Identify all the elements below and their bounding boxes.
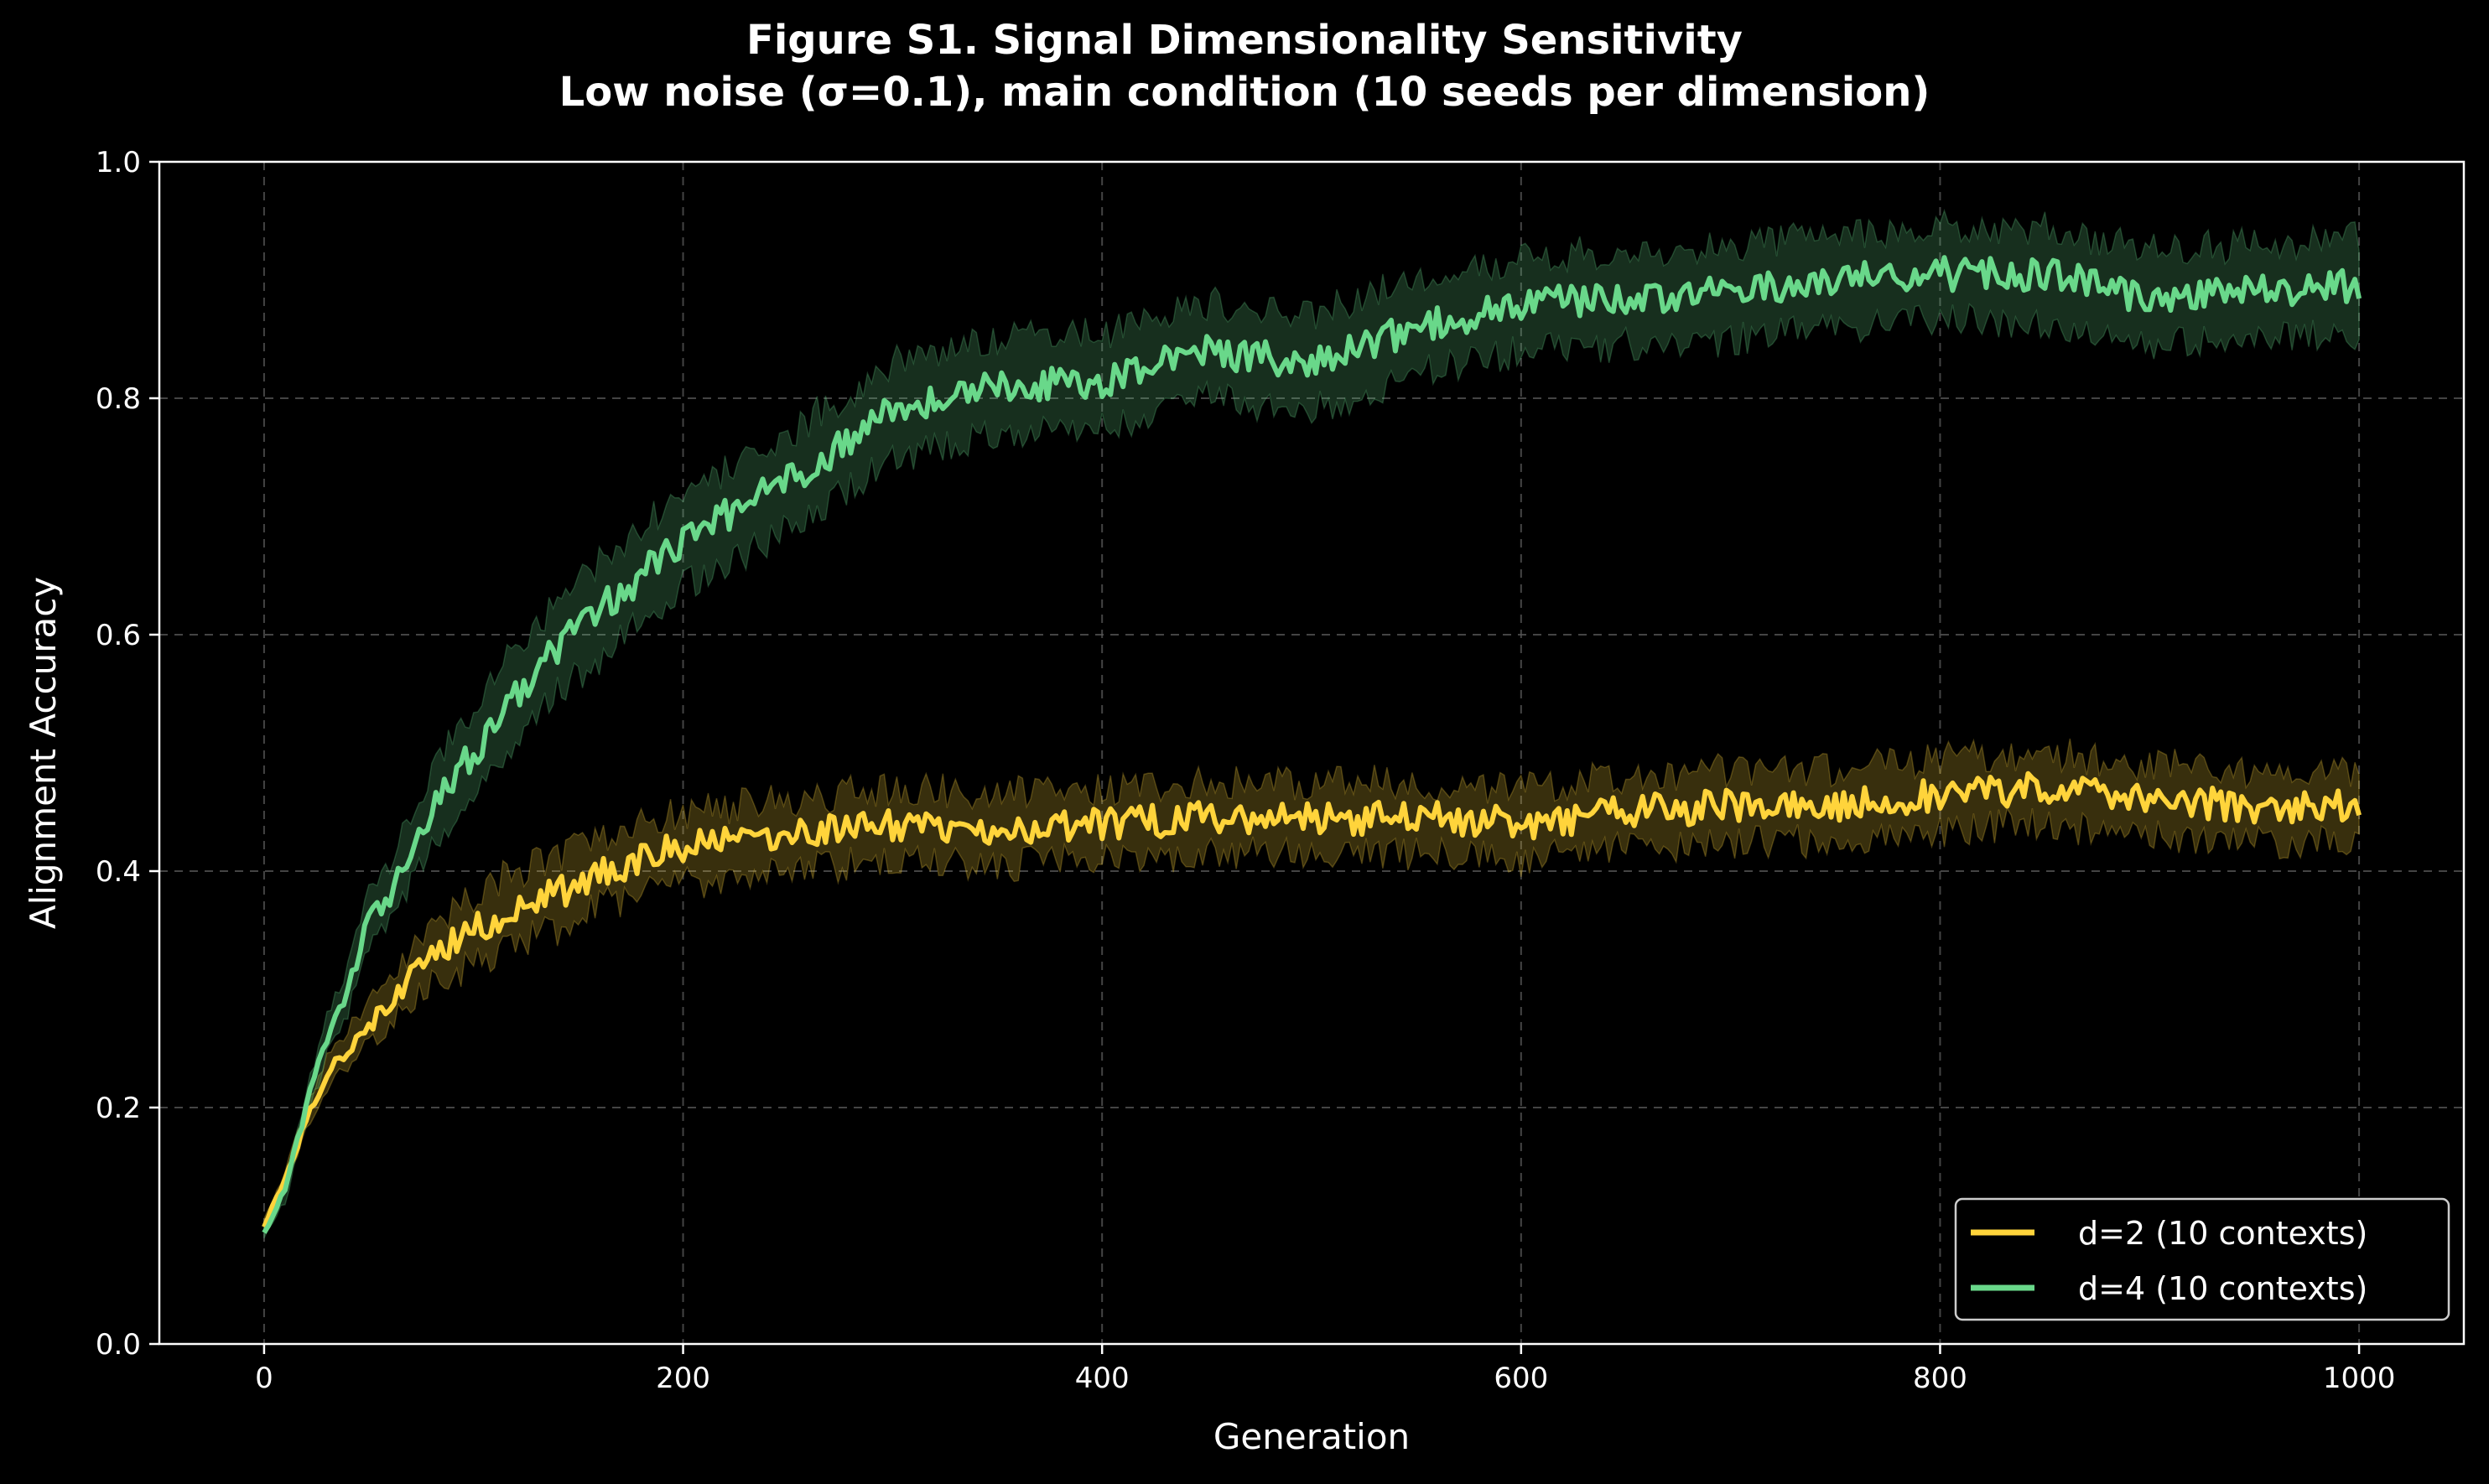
x-tick-label: 0 [255,1362,273,1395]
x-axis-label: Generation [1213,1416,1410,1457]
y-tick-label: 0.8 [96,382,141,416]
y-tick-label: 0.4 [96,855,141,889]
series-lines [262,255,2362,1234]
legend: d=2 (10 contexts) d=4 (10 contexts) [1954,1197,2450,1321]
legend-label-d2: d=2 (10 contexts) [2078,1215,2367,1252]
x-tick-label: 600 [1494,1362,1548,1395]
plot-frame [158,160,2466,1346]
band-series-0 [263,738,2360,1232]
y-axis-label: Alignment Accuracy [23,577,64,929]
x-tick-label: 200 [656,1362,710,1395]
legend-box [1954,1197,2450,1321]
line-series-1 [262,255,2362,1234]
chart-subtitle: Low noise (σ=0.1), main condition (10 se… [559,69,1930,116]
y-tick-label: 0.2 [96,1092,141,1125]
axis-ticks: 0 200 400 600 800 1000 0.0 0.2 0.4 0.6 0.8 1.0 [96,146,2395,1395]
y-tick-label: 1.0 [96,146,141,179]
y-tick-label: 0.0 [96,1328,141,1362]
x-tick-label: 1000 [2323,1362,2396,1395]
y-tick-label: 0.6 [96,619,141,652]
x-tick-label: 800 [1913,1362,1967,1395]
x-tick-label: 400 [1075,1362,1130,1395]
legend-label-d4: d=4 (10 contexts) [2078,1270,2367,1307]
chart-title: Figure S1. Signal Dimensionality Sensiti… [746,17,1743,64]
line-series-0 [262,771,2362,1228]
